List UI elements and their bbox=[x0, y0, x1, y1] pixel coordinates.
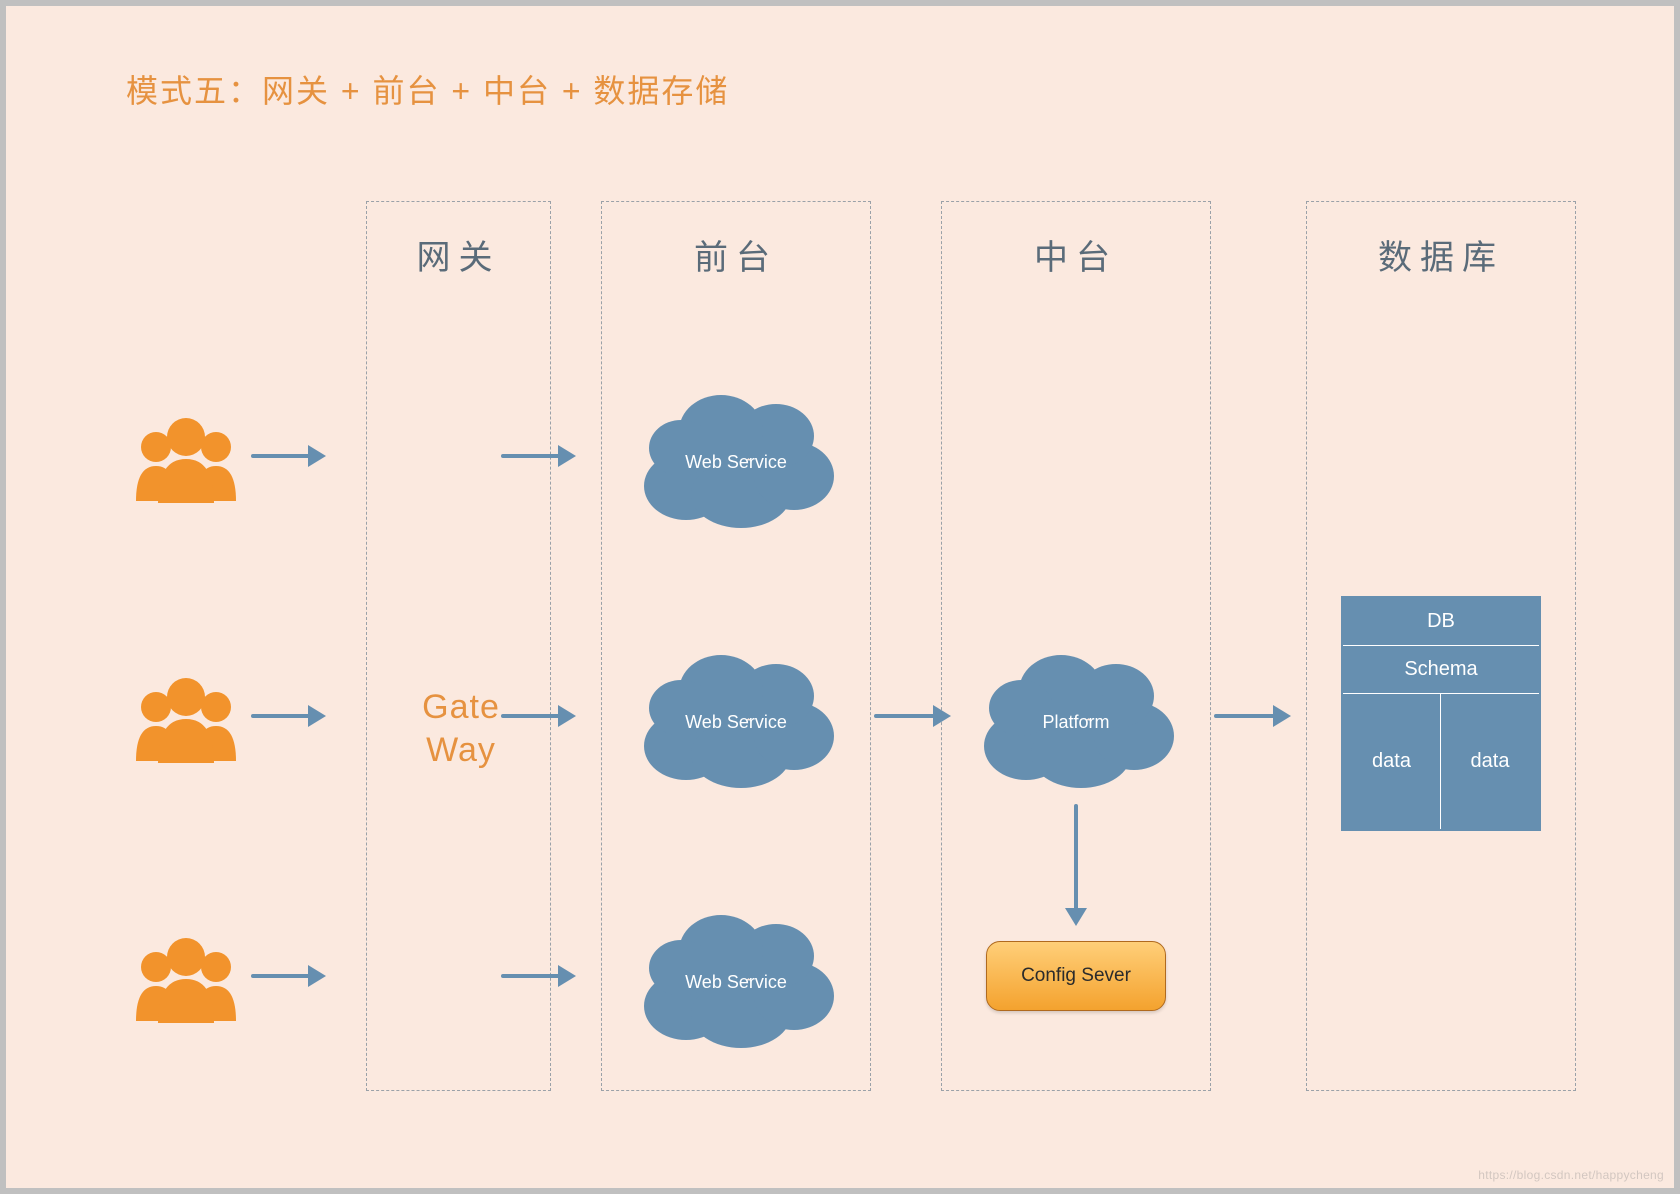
db-header-2: Schema bbox=[1343, 646, 1539, 694]
db-table: DBSchemadatadata bbox=[1341, 596, 1541, 831]
page-title: 模式五：网关 + 前台 + 中台 + 数据存储 bbox=[126, 66, 729, 112]
gateway-label-line2: Way bbox=[426, 731, 496, 769]
column-gateway: 网关 bbox=[366, 201, 551, 1091]
front-cloud-2: Web Service bbox=[626, 636, 846, 801]
gateway-to-front-mid-head bbox=[558, 705, 576, 727]
front-cloud-3: Web Service bbox=[626, 896, 846, 1061]
svg-text:Web Service: Web Service bbox=[685, 712, 787, 732]
svg-text:Web Service: Web Service bbox=[685, 452, 787, 472]
outer-frame: 模式五：网关 + 前台 + 中台 + 数据存储 https://blog.csd… bbox=[0, 0, 1680, 1194]
svg-text:Web Service: Web Service bbox=[685, 972, 787, 992]
user-mid-to-gateway-head bbox=[308, 705, 326, 727]
db-cell-2: data bbox=[1441, 694, 1539, 829]
user-group-icon-3 bbox=[126, 931, 246, 1031]
user-group-icon-1 bbox=[126, 411, 246, 511]
user-top-to-gateway-head bbox=[308, 445, 326, 467]
middle-cloud-1: Platform bbox=[966, 636, 1186, 801]
user-group-icon-2 bbox=[126, 671, 246, 771]
gateway-label: Gate Way bbox=[416, 686, 506, 771]
gateway-to-front-bot-head bbox=[558, 965, 576, 987]
config-server-box: Config Sever bbox=[986, 941, 1166, 1011]
column-header-gateway: 网关 bbox=[367, 230, 550, 279]
column-header-database: 数据库 bbox=[1307, 230, 1575, 279]
front-cloud-1: Web Service bbox=[626, 376, 846, 541]
gateway-to-front-top-head bbox=[558, 445, 576, 467]
db-header-1: DB bbox=[1343, 598, 1539, 646]
column-header-front: 前台 bbox=[602, 230, 870, 279]
db-cell-1: data bbox=[1343, 694, 1441, 829]
middle-to-db-head bbox=[1273, 705, 1291, 727]
db-data-row: datadata bbox=[1343, 694, 1539, 829]
page-canvas: 模式五：网关 + 前台 + 中台 + 数据存储 https://blog.csd… bbox=[6, 6, 1674, 1188]
column-header-middle: 中台 bbox=[942, 230, 1210, 279]
user-bot-to-gateway-head bbox=[308, 965, 326, 987]
svg-text:Platform: Platform bbox=[1042, 712, 1109, 732]
gateway-label-line1: Gate bbox=[422, 688, 500, 726]
watermark-text: https://blog.csdn.net/happycheng bbox=[1478, 1168, 1664, 1182]
